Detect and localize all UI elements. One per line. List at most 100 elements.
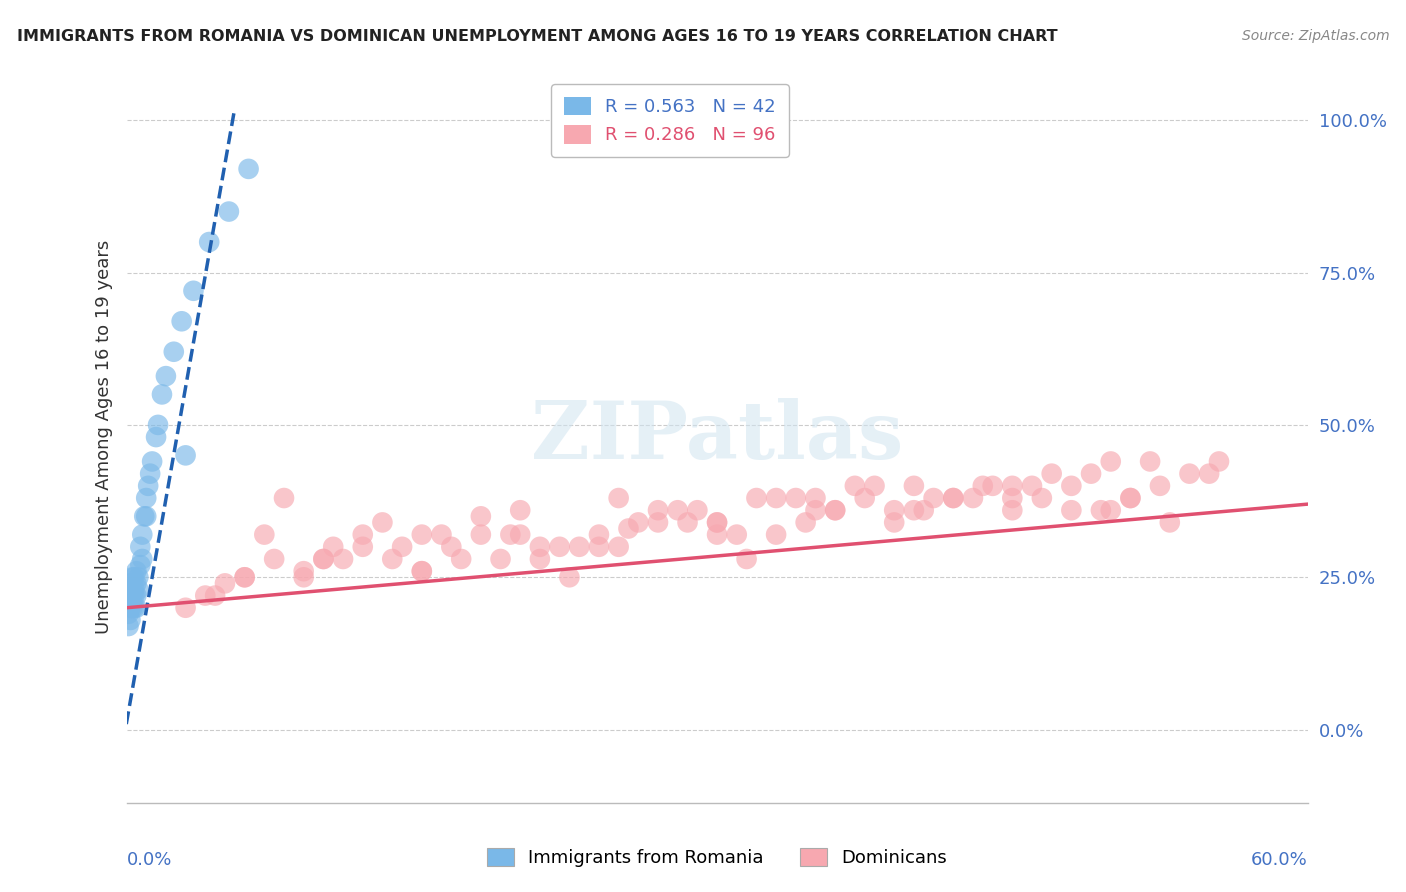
Point [1178, 467, 1201, 481]
Point [150, 387, 173, 401]
Point [117, 594, 139, 608]
Point [1149, 479, 1171, 493]
Point [725, 527, 748, 541]
Point [238, 161, 260, 176]
Point [666, 503, 689, 517]
Point [1198, 467, 1220, 481]
Point [509, 527, 531, 541]
Point [121, 582, 143, 597]
Point [125, 576, 148, 591]
Point [588, 527, 610, 541]
Point [529, 552, 551, 566]
Point [607, 491, 630, 505]
Point [411, 527, 433, 541]
Point [120, 613, 142, 627]
Text: ZIPatlas: ZIPatlas [531, 398, 903, 476]
Point [1001, 503, 1024, 517]
Point [121, 589, 143, 603]
Point [233, 570, 256, 584]
Point [1119, 491, 1142, 505]
Point [844, 479, 866, 493]
Point [499, 527, 522, 541]
Point [1208, 454, 1230, 468]
Point [292, 564, 315, 578]
Point [332, 552, 354, 566]
Point [470, 509, 492, 524]
Point [1001, 479, 1024, 493]
Point [120, 576, 142, 591]
Point [120, 600, 142, 615]
Point [942, 491, 965, 505]
Point [745, 491, 768, 505]
Point [322, 540, 344, 554]
Point [430, 527, 453, 541]
Point [263, 552, 285, 566]
Point [804, 491, 827, 505]
Point [1119, 491, 1142, 505]
Point [1031, 491, 1053, 505]
Point [735, 552, 758, 566]
Point [706, 516, 728, 530]
Point [450, 552, 472, 566]
Point [1001, 491, 1024, 505]
Point [903, 503, 925, 517]
Point [131, 552, 153, 566]
Point [194, 589, 217, 603]
Point [127, 570, 149, 584]
Point [312, 552, 335, 566]
Point [1021, 479, 1043, 493]
Point [1080, 467, 1102, 481]
Text: Source: ZipAtlas.com: Source: ZipAtlas.com [1241, 29, 1389, 43]
Point [117, 619, 139, 633]
Point [135, 491, 157, 505]
Point [676, 516, 699, 530]
Point [824, 503, 846, 517]
Text: 60.0%: 60.0% [1251, 851, 1308, 869]
Point [155, 369, 177, 384]
Y-axis label: Unemployment Among Ages 16 to 19 years: Unemployment Among Ages 16 to 19 years [94, 240, 112, 634]
Point [124, 600, 146, 615]
Point [1139, 454, 1161, 468]
Point [136, 479, 159, 493]
Point [558, 570, 581, 584]
Point [647, 516, 669, 530]
Point [233, 570, 256, 584]
Point [883, 503, 905, 517]
Point [686, 503, 709, 517]
Point [371, 516, 394, 530]
Point [124, 589, 146, 603]
Point [824, 503, 846, 517]
Point [607, 540, 630, 554]
Point [174, 600, 197, 615]
Point [568, 540, 591, 554]
Point [529, 540, 551, 554]
Point [548, 540, 571, 554]
Point [706, 527, 728, 541]
Point [125, 589, 148, 603]
Point [1099, 503, 1122, 517]
Point [124, 582, 146, 597]
Point [922, 491, 945, 505]
Point [146, 417, 169, 432]
Point [411, 564, 433, 578]
Point [170, 314, 193, 328]
Point [470, 527, 492, 541]
Point [352, 527, 374, 541]
Point [1060, 479, 1083, 493]
Point [120, 589, 142, 603]
Point [903, 479, 925, 493]
Point [440, 540, 463, 554]
Point [273, 491, 295, 505]
Point [135, 509, 157, 524]
Point [1159, 516, 1181, 530]
Point [617, 521, 640, 535]
Point [853, 491, 876, 505]
Point [1060, 503, 1083, 517]
Point [765, 491, 787, 505]
Point [942, 491, 965, 505]
Text: 0.0%: 0.0% [127, 851, 172, 869]
Point [647, 503, 669, 517]
Point [489, 552, 512, 566]
Point [125, 600, 148, 615]
Point [125, 564, 148, 578]
